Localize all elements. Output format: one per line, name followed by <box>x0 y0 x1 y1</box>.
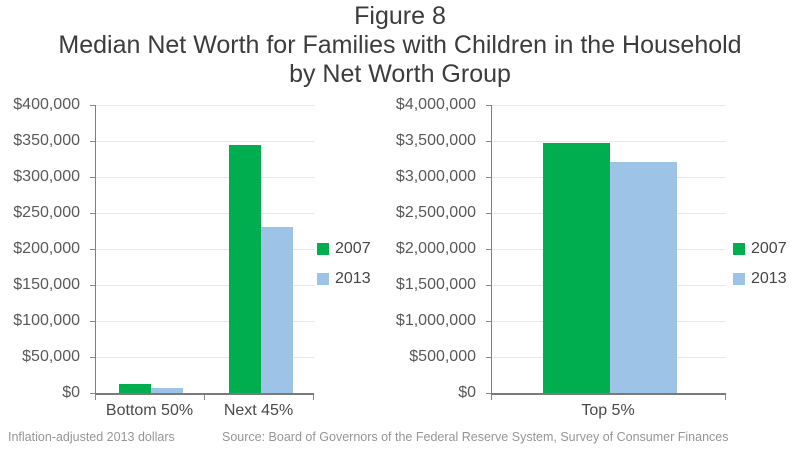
bar-2007-next45 <box>229 145 261 393</box>
y-tick-label: $3,500,000 <box>395 132 476 149</box>
gridline <box>96 320 314 322</box>
gridline <box>492 104 726 106</box>
x-tick-mark <box>725 395 726 400</box>
y-tick-mark <box>486 104 491 106</box>
legend-swatch-2007 <box>317 243 329 255</box>
gridline <box>96 104 314 106</box>
chart-bottom50-next45: $0 $50,000 $100,000 $150,000 $200,000 $250,00… <box>0 96 314 419</box>
y-tick-label: $100,000 <box>13 312 80 329</box>
y-tick-label: $200,000 <box>13 240 80 257</box>
y-tick-mark <box>486 140 491 142</box>
figure-title: Figure 8 Median Net Worth for Families w… <box>0 2 800 89</box>
category-label-bottom50: Bottom 50% <box>105 402 194 419</box>
y-tick-mark <box>486 284 491 286</box>
y-tick-mark <box>486 212 491 214</box>
y-tick-label: $150,000 <box>13 276 80 293</box>
bar-2007-bottom50 <box>119 384 151 393</box>
y-axis: $0 $50,000 $100,000 $150,000 $200,000 $250,00… <box>0 96 95 401</box>
bar-2007-top5 <box>543 143 610 393</box>
gridline <box>96 356 314 358</box>
legend-swatch-2013 <box>733 273 745 285</box>
gridline <box>96 176 314 178</box>
figure-title-line1: Figure 8 <box>354 2 446 30</box>
legend-swatch-2007 <box>733 243 745 255</box>
bar-2013-next45 <box>261 227 293 393</box>
y-tick-mark <box>486 320 491 322</box>
y-tick-mark <box>90 248 95 250</box>
y-tick-label: $1,500,000 <box>395 276 476 293</box>
y-tick-mark <box>90 356 95 358</box>
figure-title-line2: Median Net Worth for Families with Child… <box>58 31 742 59</box>
bar-2013-bottom50 <box>151 387 183 393</box>
y-tick-label: $4,000,000 <box>395 96 476 113</box>
category-label-next45: Next 45% <box>223 402 294 419</box>
x-tick-mark <box>491 395 492 400</box>
x-tick-mark <box>313 395 314 400</box>
legend-item-2007: 2007 <box>733 238 787 260</box>
y-tick-mark <box>90 104 95 106</box>
y-axis: $0 $500,000 $1,000,000 $1,500,000 $2,000,000… <box>395 96 491 401</box>
legend-item-2013: 2013 <box>733 268 787 290</box>
y-tick-label: $1,000,000 <box>395 312 476 329</box>
gridline <box>96 284 314 286</box>
legend-label-2007: 2007 <box>751 240 787 257</box>
plot-area <box>90 104 314 400</box>
y-tick-label: $500,000 <box>409 348 476 365</box>
y-tick-label: $2,500,000 <box>395 204 476 221</box>
legend-item-2013: 2013 <box>317 268 371 290</box>
y-tick-mark <box>486 176 491 178</box>
x-tick-mark <box>95 395 96 400</box>
y-tick-mark <box>90 140 95 142</box>
gridline <box>96 140 314 142</box>
legend-label-2013: 2013 <box>335 270 371 287</box>
chart-top5: $0 $500,000 $1,000,000 $1,500,000 $2,000,000… <box>395 96 726 419</box>
y-tick-label: $3,000,000 <box>395 168 476 185</box>
y-tick-label: $2,000,000 <box>395 240 476 257</box>
y-tick-label: $50,000 <box>22 348 80 365</box>
bar-2013-top5 <box>610 161 677 393</box>
y-tick-label: $350,000 <box>13 132 80 149</box>
legend-swatch-2013 <box>317 273 329 285</box>
y-tick-mark <box>90 176 95 178</box>
y-tick-mark <box>90 212 95 214</box>
figure-title-line3: by Net Worth Group <box>289 60 511 88</box>
gridline <box>492 140 726 142</box>
legend-label-2007: 2007 <box>335 240 371 257</box>
y-tick-mark <box>486 392 491 394</box>
y-tick-label: $300,000 <box>13 168 80 185</box>
y-tick-mark <box>90 284 95 286</box>
plot-area <box>486 104 726 400</box>
y-tick-mark <box>90 320 95 322</box>
legend-left-chart: 2007 2013 <box>317 238 371 298</box>
y-tick-label: $400,000 <box>13 96 80 113</box>
legend-label-2013: 2013 <box>751 270 787 287</box>
y-tick-label: $0 <box>458 384 476 401</box>
category-label-top5: Top 5% <box>581 402 635 419</box>
y-tick-mark <box>486 248 491 250</box>
footer-source: Source: Board of Governors of the Federa… <box>222 430 729 444</box>
legend-item-2007: 2007 <box>317 238 371 260</box>
y-tick-label: $250,000 <box>13 204 80 221</box>
x-tick-mark <box>204 395 205 400</box>
gridline <box>96 212 314 214</box>
gridline <box>96 248 314 250</box>
legend-right-chart: 2007 2013 <box>733 238 787 298</box>
y-tick-mark <box>90 392 95 394</box>
y-tick-mark <box>486 356 491 358</box>
footer-note: Inflation-adjusted 2013 dollars <box>8 430 175 444</box>
y-tick-label: $0 <box>62 384 80 401</box>
